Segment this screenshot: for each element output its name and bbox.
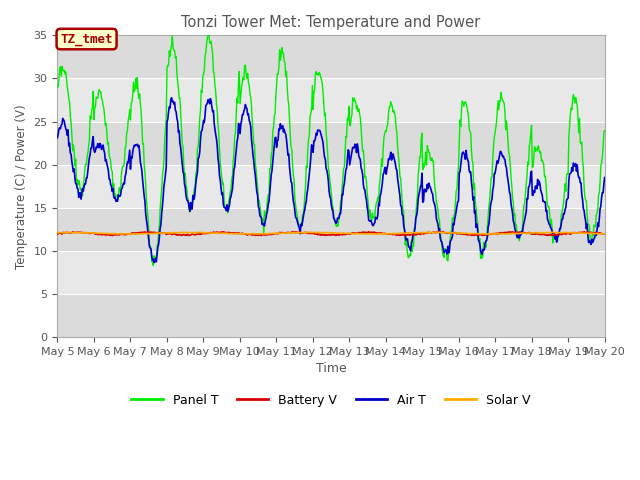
Battery V xyxy=(398,232,406,238)
Air T xyxy=(150,260,158,265)
Battery V xyxy=(54,231,61,237)
Air T xyxy=(120,180,127,186)
Line: Battery V: Battery V xyxy=(58,232,605,236)
Air T xyxy=(63,132,71,138)
Air T xyxy=(177,145,184,151)
Air T xyxy=(168,95,175,101)
X-axis label: Time: Time xyxy=(316,362,346,375)
Bar xyxy=(58,294,605,337)
Battery V xyxy=(205,230,212,236)
Panel T xyxy=(54,84,61,90)
Solar V xyxy=(415,230,423,236)
Solar V xyxy=(120,231,128,237)
Panel T xyxy=(120,163,127,169)
Text: TZ_tmet: TZ_tmet xyxy=(60,33,113,46)
Panel T xyxy=(176,95,184,101)
Solar V xyxy=(177,230,184,236)
Air T xyxy=(415,192,423,197)
Panel T xyxy=(415,166,423,171)
Bar xyxy=(58,121,605,165)
Panel T xyxy=(63,84,71,90)
Battery V xyxy=(440,229,447,235)
Solar V xyxy=(399,230,407,236)
Bar xyxy=(58,36,605,78)
Legend: Panel T, Battery V, Air T, Solar V: Panel T, Battery V, Air T, Solar V xyxy=(127,389,536,412)
Battery V xyxy=(120,231,127,237)
Solar V xyxy=(206,230,214,236)
Solar V xyxy=(62,229,70,235)
Solar V xyxy=(125,231,132,237)
Panel T xyxy=(206,39,214,45)
Panel T xyxy=(204,28,212,34)
Battery V xyxy=(601,231,609,237)
Air T xyxy=(54,135,61,141)
Solar V xyxy=(601,231,609,237)
Air T xyxy=(601,175,609,180)
Title: Tonzi Tower Met: Temperature and Power: Tonzi Tower Met: Temperature and Power xyxy=(181,15,481,30)
Solar V xyxy=(64,229,72,235)
Battery V xyxy=(175,232,183,238)
Air T xyxy=(399,213,407,218)
Panel T xyxy=(150,263,157,268)
Y-axis label: Temperature (C) / Power (V): Temperature (C) / Power (V) xyxy=(15,104,28,268)
Line: Air T: Air T xyxy=(58,98,605,263)
Panel T xyxy=(601,128,609,134)
Battery V xyxy=(414,231,422,237)
Battery V xyxy=(184,233,192,239)
Battery V xyxy=(63,229,71,235)
Line: Panel T: Panel T xyxy=(58,31,605,265)
Bar xyxy=(58,208,605,251)
Line: Solar V: Solar V xyxy=(58,232,605,234)
Panel T xyxy=(399,207,407,213)
Solar V xyxy=(54,230,61,236)
Air T xyxy=(206,101,214,107)
